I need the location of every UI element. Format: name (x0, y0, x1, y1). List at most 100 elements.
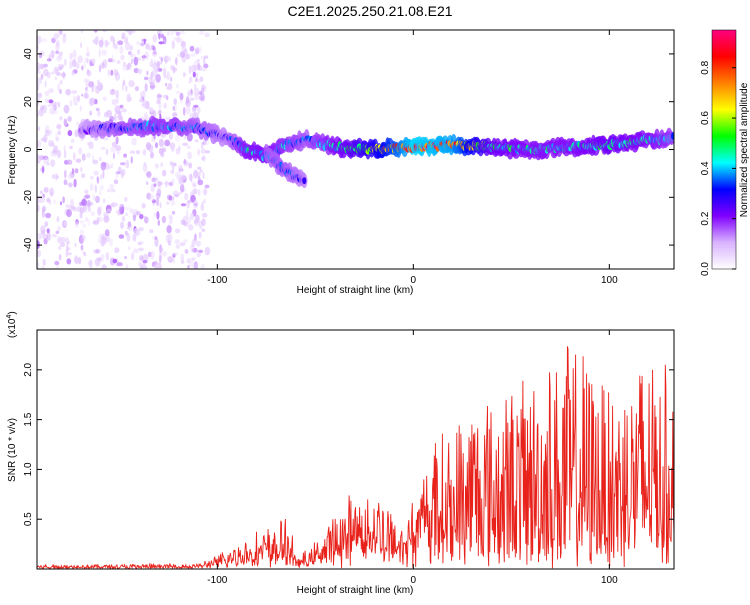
spectrogram-noise-cell (75, 221, 79, 228)
spectrogram-noise-cell (38, 126, 40, 131)
spectrogram-noise-cell (170, 76, 173, 82)
spectrogram-noise-cell (196, 59, 200, 63)
spectrogram-noise-cell (180, 183, 185, 193)
spectrogram-noise-cell (43, 238, 48, 245)
spectrogram-noise-cell (69, 146, 73, 149)
spectrogram-noise-cell (191, 238, 196, 248)
spectrogram-noise-cell (99, 190, 102, 196)
spectrogram-noise-cell (78, 147, 83, 155)
spectrogram-noise-cell (180, 219, 186, 225)
spectrogram-noise-cell (160, 61, 163, 65)
spectrogram-noise-cell (86, 68, 90, 75)
spectrogram-noise-cell (124, 230, 128, 236)
spectrogram-noise-cell (103, 211, 108, 218)
x-tick-label: -100 (207, 575, 227, 586)
spectrogram-noise-cell (83, 92, 88, 99)
spectrogram-noise-cell (180, 253, 184, 262)
spectrogram-noise-cell (51, 174, 56, 180)
spectrogram-noise-cell (126, 226, 131, 230)
spectrogram-x-label: Height of straight line (km) (297, 285, 414, 296)
spectrogram-noise-cell (48, 99, 54, 104)
spectrogram-noise-cell (178, 191, 182, 196)
spectrogram-noise-cell (131, 252, 135, 260)
spectrogram-noise-cell (168, 214, 172, 220)
spectrogram-noise-cell (63, 149, 67, 159)
spectrogram-noise-cell (63, 58, 67, 67)
spectrogram-noise-cell (84, 204, 88, 213)
spectrogram-noise-cell (54, 76, 58, 80)
spectrogram-noise-cell (199, 30, 205, 35)
spectrogram-noise-cell (122, 64, 127, 71)
spectrogram-noise-cell (86, 70, 92, 77)
spectrogram-noise-cell (150, 71, 153, 80)
spectrogram-noise-cell (69, 100, 73, 107)
spectrogram-noise-cell (162, 251, 167, 257)
spectrogram-noise-cell (58, 51, 63, 56)
spectrogram-noise-cell (151, 69, 157, 78)
spectrogram-noise-cell (124, 255, 128, 260)
spectrogram-noise-cell (124, 212, 129, 216)
spectrogram-noise-cell (109, 238, 113, 247)
spectrogram-noise-cell (132, 211, 136, 216)
spectrogram-noise-cell (194, 219, 200, 227)
spectrogram-noise-cell (171, 178, 176, 185)
spectrogram-noise-cell (43, 68, 49, 77)
spectrogram-noise-cell (114, 113, 117, 122)
spectrogram-noise-cell (200, 148, 206, 154)
spectrogram-noise-cell (120, 54, 125, 61)
spectrogram-noise-cell (166, 225, 172, 234)
spectrogram-noise-cell (53, 33, 59, 40)
spectrogram-noise-cell (178, 37, 183, 43)
spectrogram-noise-cell (68, 183, 73, 188)
spectrogram-noise-cell (81, 65, 84, 71)
spectrogram-noise-cell (153, 212, 157, 217)
spectrogram-noise-cell (37, 157, 40, 164)
spectrogram-noise-cell (52, 110, 58, 115)
spectrogram-noise-cell (179, 242, 186, 247)
spectrogram-noise-cell (65, 88, 72, 96)
spectrogram-noise-cell (67, 174, 72, 180)
spectrogram-noise-cell (63, 221, 68, 227)
spectrogram-noise-cell (46, 234, 49, 242)
spectrogram-noise-cell (50, 50, 55, 59)
spectrogram-noise-cell (111, 88, 115, 93)
spectrogram-noise-cell (41, 266, 45, 269)
spectrogram-noise-cell (174, 134, 181, 142)
spectrogram-noise-cell (152, 202, 155, 207)
spectrogram-noise-cell (194, 49, 199, 55)
spectrogram-noise-cell (44, 129, 51, 137)
snr-y-axis: 0.5 1.0 1.5 2.0 (23, 362, 674, 526)
spectrogram-noise-cell (40, 194, 46, 200)
spectrogram-noise-cell (118, 234, 125, 239)
spectrogram-noise-cell (93, 170, 99, 176)
spectrogram-noise-cell (187, 199, 192, 204)
spectrogram-noise-cell (121, 32, 125, 38)
spectrogram-noise-cell (136, 41, 141, 46)
spectrogram-noise-cell (61, 236, 66, 243)
spectrogram-noise-cell (88, 259, 93, 269)
x-tick-label: 0 (411, 575, 417, 586)
spectrogram-noise-cell (115, 171, 121, 175)
spectrogram-noise-cell (55, 136, 60, 142)
spectrogram-noise-cell (172, 256, 176, 264)
spectrogram-noise-cell (172, 112, 178, 117)
spectrogram-noise-cell (37, 92, 43, 98)
spectrogram-noise-cell (201, 84, 206, 90)
spectrogram-noise-cell (139, 213, 144, 220)
spectrogram-noise-cell (184, 192, 189, 201)
spectrogram-noise-cell (139, 255, 144, 262)
spectrogram-noise-cell (81, 173, 86, 179)
spectrogram-noise-cell (170, 145, 175, 152)
spectrogram-noise-cell (129, 150, 136, 155)
y-tick-label: 20 (23, 96, 34, 108)
spectrogram-noise-cell (44, 98, 50, 104)
spectrogram-noise-cell (144, 51, 150, 60)
spectrogram-noise-cell (37, 77, 42, 85)
spectrogram-noise-cell (134, 86, 139, 92)
spectrogram-noise-cell (142, 259, 148, 264)
spectrogram-noise-cell (192, 258, 195, 262)
spectrogram-noise-cell (93, 249, 99, 254)
spectrogram-noise-cell (44, 125, 50, 134)
spectrogram-noise-cell (37, 62, 41, 71)
spectrogram-noise-cell (120, 221, 124, 229)
